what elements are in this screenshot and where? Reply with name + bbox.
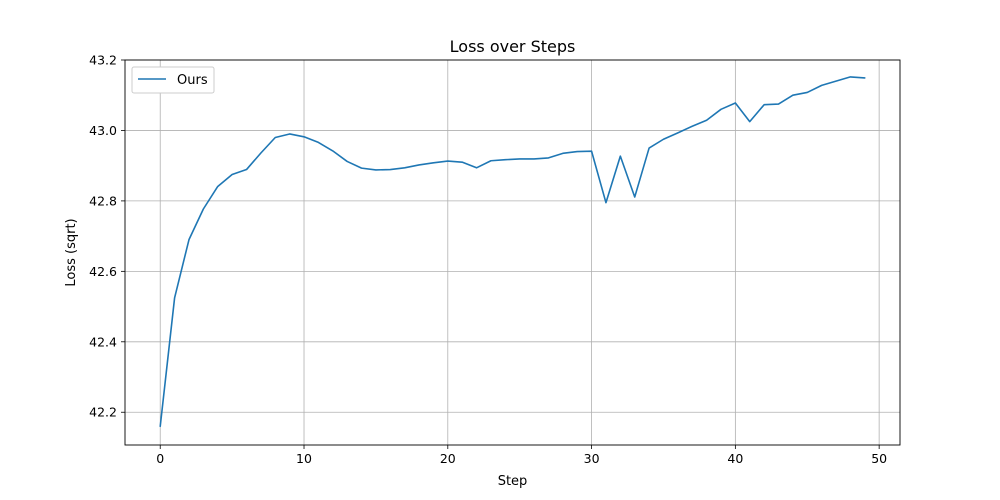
x-axis-label: Step (498, 474, 528, 489)
data-point (217, 185, 219, 187)
data-point (159, 425, 161, 427)
data-point (375, 169, 377, 171)
y-tick-label: 42.4 (89, 334, 117, 349)
data-point (806, 91, 808, 93)
data-point (202, 208, 204, 210)
x-tick-label: 0 (156, 451, 164, 466)
data-point (288, 133, 290, 135)
data-point (835, 80, 837, 82)
data-point (533, 158, 535, 160)
data-point (303, 136, 305, 138)
data-point (418, 164, 420, 166)
data-point (864, 77, 866, 79)
data-point (820, 84, 822, 86)
chart-title: Loss over Steps (450, 37, 576, 56)
data-point (518, 158, 520, 160)
data-point (777, 103, 779, 105)
data-point (648, 147, 650, 149)
y-tick-label: 42.8 (89, 193, 117, 208)
data-point (562, 152, 564, 154)
data-point (691, 125, 693, 127)
data-point (547, 157, 549, 159)
y-axis-label: Loss (sqrt) (64, 218, 79, 286)
data-point (231, 173, 233, 175)
data-point (763, 104, 765, 106)
data-point (605, 201, 607, 203)
data-point (504, 158, 506, 160)
data-point (792, 94, 794, 96)
data-point (705, 119, 707, 121)
data-point (173, 297, 175, 299)
x-tick-label: 50 (871, 451, 887, 466)
y-tick-label: 43.0 (89, 123, 117, 138)
data-point (260, 152, 262, 154)
data-point (662, 138, 664, 140)
legend: Ours (132, 67, 214, 93)
x-tick-label: 40 (727, 451, 743, 466)
data-point (677, 132, 679, 134)
data-point (447, 160, 449, 162)
y-tick-label: 42.6 (89, 264, 117, 279)
data-point (188, 238, 190, 240)
data-point (274, 136, 276, 138)
data-point (576, 150, 578, 152)
data-point (490, 160, 492, 162)
data-point (360, 167, 362, 169)
data-point (849, 76, 851, 78)
x-tick-label: 10 (296, 451, 312, 466)
x-tick-label: 30 (584, 451, 600, 466)
data-point (734, 102, 736, 104)
data-point (749, 120, 751, 122)
data-point (461, 161, 463, 163)
data-point (590, 150, 592, 152)
data-point (619, 155, 621, 157)
x-tick-label: 20 (440, 451, 456, 466)
data-point (720, 108, 722, 110)
legend-entry-ours: Ours (177, 73, 208, 88)
data-point (432, 162, 434, 164)
y-tick-label: 42.2 (89, 405, 117, 420)
data-point (389, 168, 391, 170)
data-point (332, 150, 334, 152)
data-point (346, 160, 348, 162)
data-point (245, 168, 247, 170)
data-point (317, 141, 319, 143)
data-point (634, 196, 636, 198)
y-tick-label: 43.2 (89, 53, 117, 68)
data-point (403, 167, 405, 169)
data-point (475, 167, 477, 169)
